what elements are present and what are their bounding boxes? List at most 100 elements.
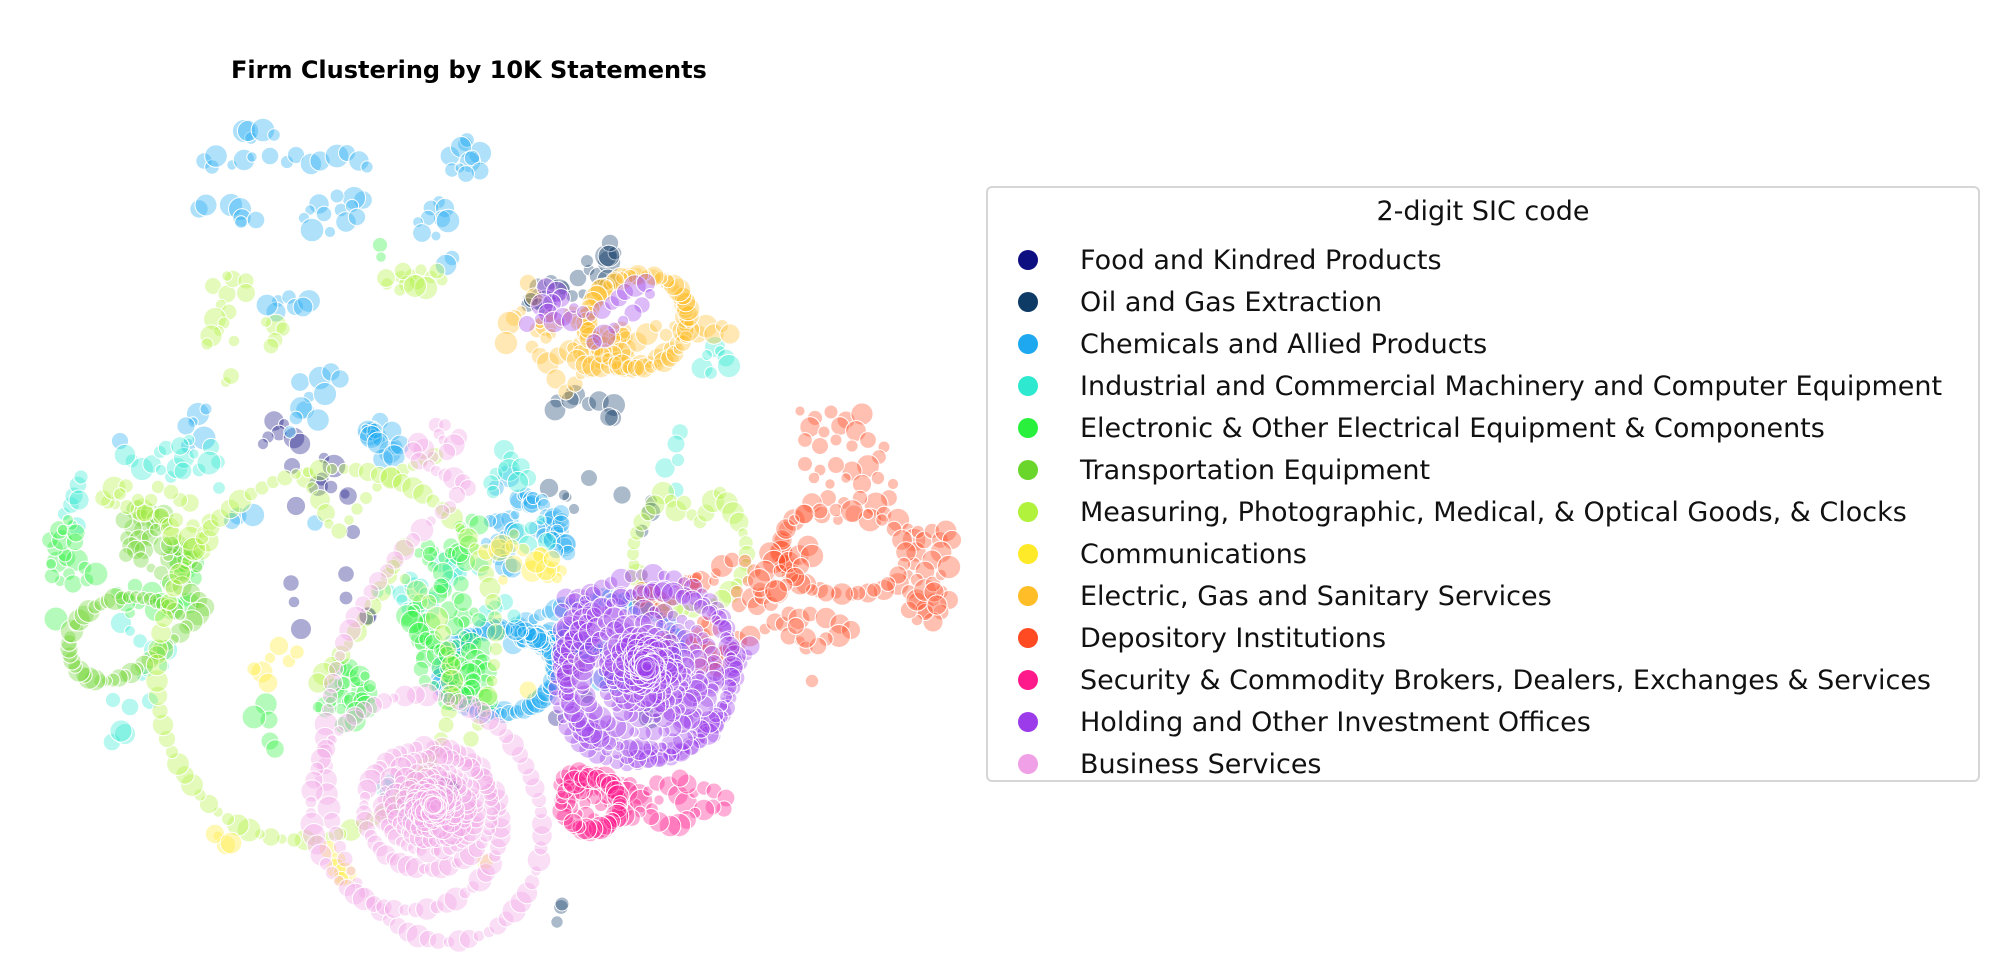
data-point bbox=[805, 583, 819, 597]
data-point bbox=[356, 778, 378, 800]
data-point bbox=[193, 788, 207, 802]
legend-entry: Business Services bbox=[1018, 744, 1322, 784]
data-point bbox=[439, 640, 457, 658]
data-point bbox=[424, 633, 442, 651]
data-point bbox=[626, 547, 640, 561]
data-point bbox=[599, 407, 619, 427]
data-point bbox=[782, 508, 806, 532]
data-point bbox=[237, 272, 255, 290]
data-point bbox=[185, 601, 211, 627]
data-point bbox=[368, 571, 388, 591]
data-point bbox=[157, 729, 177, 749]
data-point bbox=[323, 479, 339, 495]
data-point bbox=[538, 477, 560, 499]
data-point bbox=[542, 310, 566, 334]
data-point bbox=[265, 301, 287, 323]
data-point bbox=[840, 499, 864, 523]
data-point bbox=[670, 741, 692, 763]
legend-entry: Food and Kindred Products bbox=[1018, 240, 1442, 280]
data-point bbox=[317, 451, 331, 465]
data-point bbox=[360, 160, 374, 174]
data-point bbox=[306, 408, 330, 432]
data-point bbox=[482, 513, 498, 529]
data-point bbox=[727, 640, 739, 652]
data-point bbox=[716, 348, 736, 368]
data-point bbox=[429, 799, 443, 813]
data-point bbox=[649, 319, 663, 333]
data-point bbox=[674, 588, 692, 606]
data-point bbox=[328, 661, 344, 677]
data-point bbox=[909, 572, 925, 588]
data-point bbox=[457, 694, 483, 720]
data-point bbox=[435, 273, 449, 287]
data-point bbox=[160, 593, 178, 611]
data-point bbox=[482, 474, 500, 492]
data-point bbox=[811, 502, 829, 520]
legend-label: Measuring, Photographic, Medical, & Opti… bbox=[1080, 496, 1907, 528]
data-point bbox=[339, 488, 351, 500]
data-point bbox=[308, 193, 330, 215]
data-point bbox=[309, 843, 333, 867]
data-point bbox=[359, 425, 383, 449]
data-point bbox=[827, 624, 851, 648]
data-point bbox=[829, 586, 843, 600]
data-point bbox=[787, 617, 805, 635]
data-point bbox=[185, 569, 203, 587]
data-point bbox=[326, 734, 338, 746]
legend-entry: Depository Institutions bbox=[1018, 618, 1386, 658]
data-point bbox=[246, 151, 258, 163]
data-point bbox=[577, 621, 603, 647]
data-point bbox=[301, 465, 315, 479]
data-point bbox=[170, 436, 190, 456]
data-point bbox=[554, 896, 570, 912]
data-point bbox=[288, 410, 304, 426]
data-point bbox=[411, 593, 429, 611]
data-point bbox=[414, 682, 440, 708]
data-point bbox=[261, 827, 281, 847]
legend-label: Industrial and Commercial Machinery and … bbox=[1080, 370, 1943, 402]
data-point bbox=[824, 478, 836, 490]
data-point bbox=[442, 466, 466, 490]
data-point bbox=[591, 323, 617, 349]
data-point bbox=[222, 367, 240, 385]
data-point bbox=[840, 472, 852, 484]
data-point bbox=[288, 432, 312, 456]
data-point bbox=[79, 572, 95, 588]
data-point bbox=[412, 223, 432, 243]
data-point bbox=[145, 653, 169, 677]
data-point bbox=[568, 268, 588, 288]
data-point bbox=[316, 795, 342, 821]
data-point bbox=[885, 507, 911, 533]
data-point bbox=[132, 551, 150, 569]
data-point bbox=[122, 590, 136, 604]
data-point bbox=[654, 457, 676, 479]
data-point bbox=[719, 323, 741, 345]
data-point bbox=[610, 341, 632, 363]
data-point bbox=[450, 590, 466, 606]
data-point bbox=[488, 466, 504, 482]
data-point bbox=[823, 404, 839, 420]
data-point bbox=[489, 838, 507, 856]
data-point bbox=[124, 607, 136, 619]
data-point bbox=[413, 547, 425, 559]
legend: 2-digit SIC code Food and Kindred Produc… bbox=[986, 186, 1980, 782]
data-point bbox=[554, 564, 568, 578]
data-point bbox=[710, 567, 722, 579]
data-point bbox=[227, 334, 241, 348]
data-point bbox=[629, 525, 645, 541]
data-point bbox=[899, 600, 919, 620]
data-point bbox=[330, 522, 348, 540]
data-point bbox=[321, 453, 347, 479]
data-point bbox=[173, 461, 193, 481]
data-point bbox=[483, 791, 499, 807]
data-point bbox=[484, 593, 502, 611]
data-point bbox=[403, 441, 423, 461]
data-point bbox=[698, 688, 718, 708]
data-point bbox=[627, 558, 641, 572]
data-point bbox=[366, 431, 390, 455]
data-point bbox=[518, 273, 538, 293]
data-point bbox=[607, 245, 623, 261]
data-point bbox=[579, 694, 599, 714]
data-point bbox=[533, 840, 549, 856]
data-point bbox=[510, 745, 530, 765]
